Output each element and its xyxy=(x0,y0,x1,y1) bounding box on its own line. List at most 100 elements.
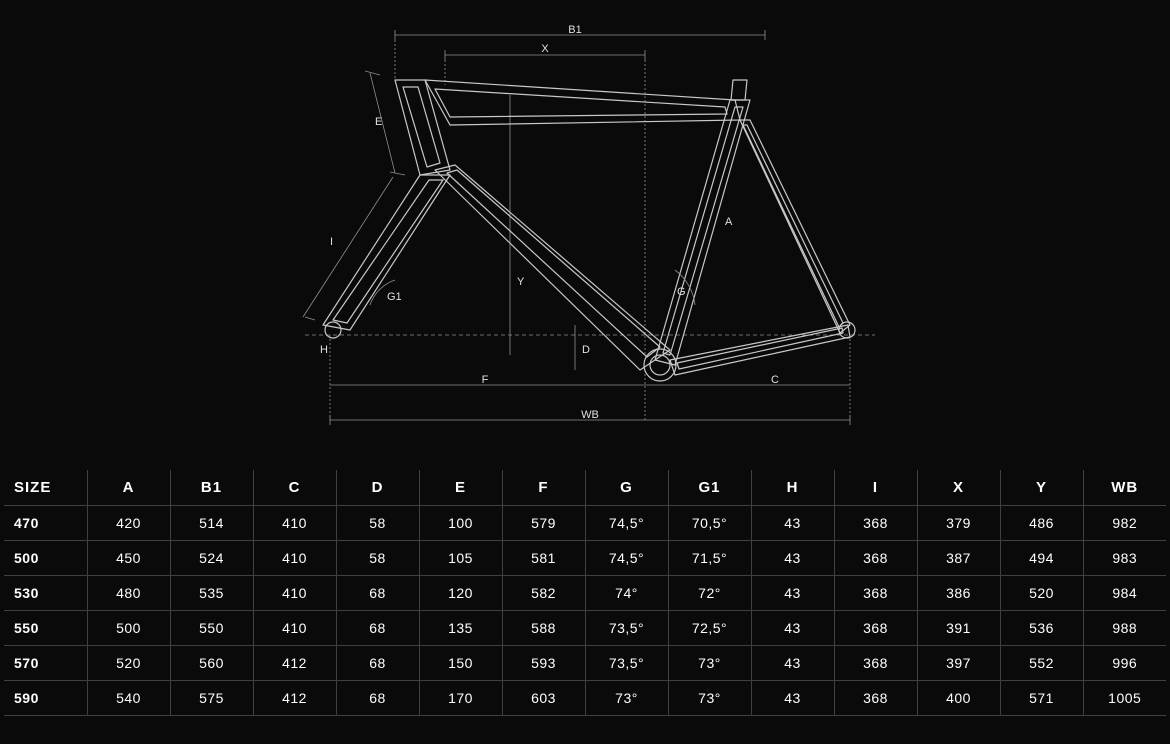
cell: 581 xyxy=(502,541,585,576)
label-a: A xyxy=(725,216,733,228)
cell: 410 xyxy=(253,506,336,541)
cell: 387 xyxy=(917,541,1000,576)
col-wb: WB xyxy=(1083,470,1166,506)
cell: 73° xyxy=(668,646,751,681)
cell: 368 xyxy=(834,646,917,681)
label-f: F xyxy=(482,374,489,386)
cell: 520 xyxy=(1000,576,1083,611)
cell: 410 xyxy=(253,611,336,646)
label-y: Y xyxy=(517,276,525,288)
cell: 74,5° xyxy=(585,541,668,576)
label-b1: B1 xyxy=(568,25,581,36)
col-h: H xyxy=(751,470,834,506)
cell: 535 xyxy=(170,576,253,611)
label-x: X xyxy=(541,43,549,55)
cell: 105 xyxy=(419,541,502,576)
cell: 410 xyxy=(253,576,336,611)
geometry-table: SIZEAB1CDEFGG1HIXYWB 4704205144105810057… xyxy=(4,470,1166,716)
cell: 500 xyxy=(4,541,87,576)
cell: 550 xyxy=(170,611,253,646)
cell: 571 xyxy=(1000,681,1083,716)
cell: 170 xyxy=(419,681,502,716)
cell: 368 xyxy=(834,541,917,576)
cell: 43 xyxy=(751,541,834,576)
cell: 100 xyxy=(419,506,502,541)
cell: 43 xyxy=(751,611,834,646)
cell: 397 xyxy=(917,646,1000,681)
cell: 470 xyxy=(4,506,87,541)
table-row: 5705205604126815059373,5°73°433683975529… xyxy=(4,646,1166,681)
cell: 550 xyxy=(4,611,87,646)
cell: 68 xyxy=(336,681,419,716)
geometry-diagram: B1 X E I G1 H Y D A G F C WB xyxy=(0,0,1170,470)
cell: 391 xyxy=(917,611,1000,646)
cell: 603 xyxy=(502,681,585,716)
cell: 514 xyxy=(170,506,253,541)
cell: 43 xyxy=(751,681,834,716)
col-c: C xyxy=(253,470,336,506)
cell: 420 xyxy=(87,506,170,541)
cell: 575 xyxy=(170,681,253,716)
cell: 68 xyxy=(336,646,419,681)
cell: 70,5° xyxy=(668,506,751,541)
cell: 74,5° xyxy=(585,506,668,541)
cell: 412 xyxy=(253,681,336,716)
cell: 74° xyxy=(585,576,668,611)
cell: 43 xyxy=(751,576,834,611)
table-row: 5505005504106813558873,5°72,5°4336839153… xyxy=(4,611,1166,646)
table-row: 5905405754126817060373°73°43368400571100… xyxy=(4,681,1166,716)
table-row: 5304805354106812058274°72°43368386520984 xyxy=(4,576,1166,611)
table-row: 4704205144105810057974,5°70,5°4336837948… xyxy=(4,506,1166,541)
cell: 486 xyxy=(1000,506,1083,541)
cell: 368 xyxy=(834,506,917,541)
cell: 73° xyxy=(668,681,751,716)
cell: 560 xyxy=(170,646,253,681)
cell: 68 xyxy=(336,576,419,611)
col-x: X xyxy=(917,470,1000,506)
col-y: Y xyxy=(1000,470,1083,506)
cell: 983 xyxy=(1083,541,1166,576)
cell: 73,5° xyxy=(585,611,668,646)
cell: 72° xyxy=(668,576,751,611)
cell: 579 xyxy=(502,506,585,541)
cell: 135 xyxy=(419,611,502,646)
col-size: SIZE xyxy=(4,470,87,506)
label-g1: G1 xyxy=(387,291,402,303)
cell: 73,5° xyxy=(585,646,668,681)
cell: 1005 xyxy=(1083,681,1166,716)
cell: 520 xyxy=(87,646,170,681)
cell: 982 xyxy=(1083,506,1166,541)
cell: 570 xyxy=(4,646,87,681)
geometry-table-area: SIZEAB1CDEFGG1HIXYWB 4704205144105810057… xyxy=(0,470,1170,716)
cell: 412 xyxy=(253,646,336,681)
cell: 58 xyxy=(336,541,419,576)
table-body: 4704205144105810057974,5°70,5°4336837948… xyxy=(4,506,1166,716)
col-e: E xyxy=(419,470,502,506)
cell: 996 xyxy=(1083,646,1166,681)
cell: 494 xyxy=(1000,541,1083,576)
table-header-row: SIZEAB1CDEFGG1HIXYWB xyxy=(4,470,1166,506)
col-b1: B1 xyxy=(170,470,253,506)
cell: 379 xyxy=(917,506,1000,541)
label-e: E xyxy=(375,116,382,128)
cell: 58 xyxy=(336,506,419,541)
label-i: I xyxy=(330,236,333,248)
label-wb: WB xyxy=(581,409,599,421)
cell: 524 xyxy=(170,541,253,576)
col-d: D xyxy=(336,470,419,506)
cell: 552 xyxy=(1000,646,1083,681)
label-d: D xyxy=(582,344,590,356)
cell: 368 xyxy=(834,576,917,611)
cell: 73° xyxy=(585,681,668,716)
cell: 120 xyxy=(419,576,502,611)
cell: 400 xyxy=(917,681,1000,716)
table-row: 5004505244105810558174,5°71,5°4336838749… xyxy=(4,541,1166,576)
col-i: I xyxy=(834,470,917,506)
cell: 368 xyxy=(834,681,917,716)
cell: 43 xyxy=(751,506,834,541)
label-h: H xyxy=(320,344,328,356)
cell: 43 xyxy=(751,646,834,681)
cell: 480 xyxy=(87,576,170,611)
cell: 590 xyxy=(4,681,87,716)
cell: 588 xyxy=(502,611,585,646)
